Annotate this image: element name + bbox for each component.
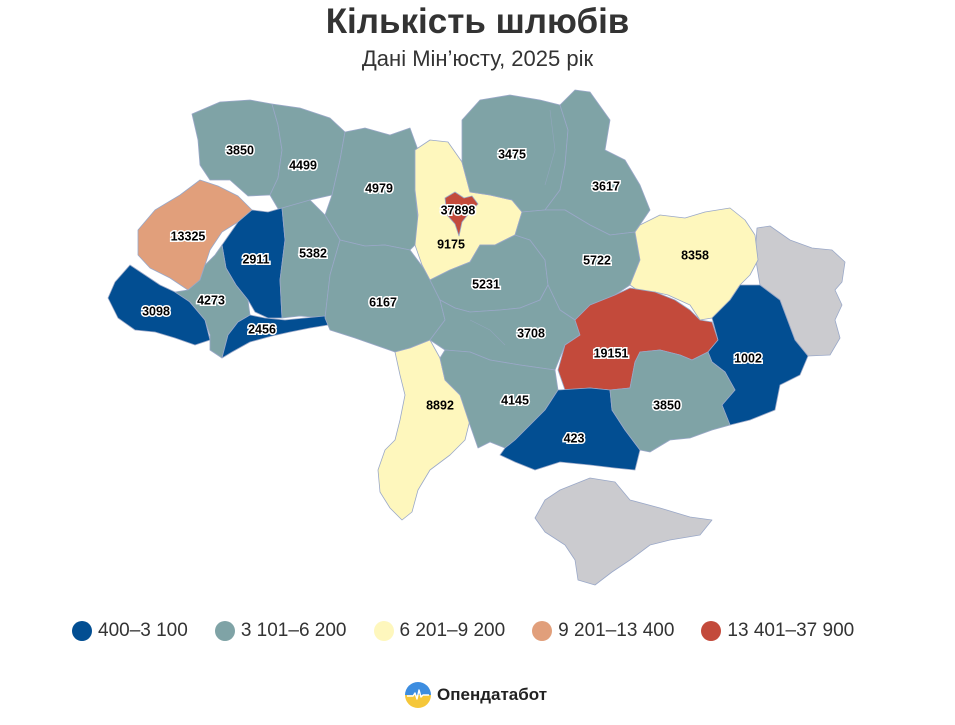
label-zhytomyr: 4979	[365, 181, 393, 195]
label-rivne: 4499	[289, 158, 317, 172]
legend-item-bin4[interactable]: 9 201–13 400	[532, 620, 674, 642]
opendatabot-logo-icon	[405, 682, 431, 708]
region-chernivtsi[interactable]	[221, 314, 329, 359]
region-zaporizhzhia[interactable]	[609, 349, 736, 453]
region-crimea[interactable]	[534, 477, 713, 586]
label-cherkasy: 5231	[472, 277, 500, 291]
legend-label: 6 201–9 200	[399, 620, 506, 641]
label-odesa: 8892	[426, 398, 454, 412]
label-vinnytsia: 6167	[369, 295, 397, 309]
legend-label: 9 201–13 400	[558, 620, 675, 641]
chart-title: Кількість шлюбів	[325, 2, 630, 41]
legend-dot-icon	[373, 621, 394, 641]
label-kirovohrad: 3708	[517, 326, 545, 340]
label-poltava: 5722	[583, 253, 611, 267]
legend-item-bin1[interactable]: 400–3 100	[72, 620, 188, 642]
label-donetsk: 1002	[734, 351, 762, 365]
map-legend: 400–3 100 3 101–6 200 6 201–9 200 9 201–…	[72, 620, 881, 642]
label-zaporizhzhia: 3850	[653, 398, 681, 412]
label-volyn: 3850	[226, 143, 254, 157]
legend-dot-icon	[72, 621, 92, 641]
legend-label: 400–3 100	[98, 620, 188, 641]
chart-subtitle: Дані Мін’юсту, 2025 рік	[361, 46, 594, 71]
label-mykolaiv: 4145	[501, 393, 529, 407]
label-lviv: 13325	[171, 229, 206, 243]
label-ternopil: 2911	[242, 252, 269, 266]
legend-dot-icon	[532, 621, 553, 641]
region-zakarpattia[interactable]	[107, 264, 211, 346]
legend-dot-icon	[214, 621, 235, 641]
region-kyiv-city[interactable]	[444, 191, 479, 237]
label-ivano-frankivsk: 4273	[197, 293, 225, 307]
label-chernihiv: 3475	[498, 147, 526, 161]
legend-label: 3 101–6 200	[240, 620, 347, 641]
label-kyiv-oblast: 9175	[437, 237, 465, 251]
legend-item-bin3[interactable]: 6 201–9 200	[373, 620, 506, 642]
label-kharkiv: 8358	[681, 248, 709, 262]
label-sumy: 3617	[592, 179, 620, 193]
label-zakarpattia: 3098	[142, 304, 170, 318]
label-khmelnytskyi: 5382	[299, 246, 327, 260]
label-chernivtsi: 2456	[248, 322, 276, 336]
legend-item-bin2[interactable]: 3 101–6 200	[214, 620, 347, 642]
label-kherson: 423	[564, 431, 585, 445]
label-dnipropetrovsk: 19151	[594, 346, 629, 360]
legend-item-bin5[interactable]: 13 401–37 900	[701, 620, 854, 642]
brand-name: Опендатабот	[437, 685, 548, 704]
label-kyiv-city: 37898	[441, 203, 476, 217]
brand-footer: Опендатабот	[405, 682, 547, 708]
legend-dot-icon	[701, 621, 722, 641]
legend-label: 13 401–37 900	[727, 620, 855, 641]
